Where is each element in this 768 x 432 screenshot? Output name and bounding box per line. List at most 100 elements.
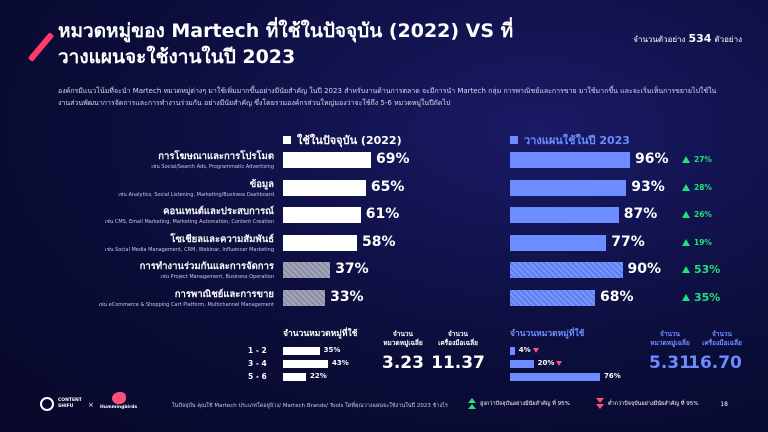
- value-label-current: 58%: [361, 233, 396, 250]
- page-title: หมวดหมู่ของ Martech ที่ใช้ในปัจจุบัน (20…: [58, 20, 514, 68]
- count-group-label: 3 - 4: [248, 359, 267, 368]
- value-label-planned: 68%: [600, 288, 634, 305]
- count-bar-current: [283, 347, 320, 355]
- category-label: การพาณิชย์และการขาย เช่น eCommerce & Shop…: [44, 289, 274, 309]
- count-value-planned: 4%: [519, 346, 539, 354]
- value-label-planned: 90%: [627, 261, 662, 277]
- series-header-current: ใช้ในปัจจุบัน (2022): [283, 131, 402, 149]
- count-value-planned: 20%: [538, 359, 563, 367]
- down-arrow-icon: [556, 360, 563, 366]
- value-label-current: 65%: [370, 178, 405, 195]
- up-arrow-icon: [682, 293, 690, 301]
- delta-badge: 26%: [682, 210, 712, 219]
- bar-current: [283, 207, 361, 223]
- value-label-planned: 77%: [611, 233, 645, 250]
- count-bar-planned: [510, 360, 534, 368]
- up-arrow-icon: [682, 211, 690, 218]
- counts-title-current: จำนวนหมวดหมู่ที่ใช้: [283, 329, 358, 339]
- legend-swatch-current: [283, 136, 291, 144]
- category-examples: เช่น CMS, Email Marketing, Marketing Aut…: [104, 219, 274, 225]
- bar-planned: [510, 289, 595, 306]
- bar-planned: [510, 262, 623, 278]
- bar-current: [283, 234, 357, 251]
- down-arrow-icon: [532, 347, 539, 353]
- count-value-planned: 76%: [604, 372, 621, 380]
- delta-badge: 27%: [682, 155, 712, 164]
- up-arrow-icon: [682, 183, 690, 191]
- delta-badge: 28%: [682, 183, 712, 192]
- hummingbird-icon: [111, 392, 126, 404]
- avg-tools-planned: 16.70: [688, 353, 742, 373]
- series-name-planned: วางแผนใช้ในปี 2023: [524, 134, 630, 147]
- up-arrow-icon: [682, 156, 690, 163]
- category-label: คอนเทนต์และประสบการณ์เช่น CMS, Email Mar…: [44, 206, 274, 226]
- avg-categories-label-current: จำนวน หมวดหมู่เฉลี่ย: [383, 330, 423, 347]
- category-examples: เช่น eCommerce & Shopping Cart Platform,…: [98, 301, 274, 308]
- value-label-current: 69%: [376, 151, 410, 167]
- category-label: การโฆษณาและการโปรโมตเช่น Social/Search A…: [44, 151, 274, 171]
- value-label-current: 61%: [365, 206, 400, 222]
- category-name: การโฆษณาและการโปรโมต: [158, 151, 274, 162]
- delta-badge: 19%: [682, 238, 712, 247]
- counts-title-planned: จำนวนหมวดหมู่ที่ใช้: [510, 329, 585, 339]
- avg-categories-current: 3.23: [382, 353, 424, 373]
- delta-badge: 53%: [682, 263, 720, 276]
- value-label-planned: 93%: [631, 178, 665, 195]
- sample-prefix: จำนวนตัวอย่าง: [633, 35, 686, 44]
- count-bar-planned: [510, 347, 515, 355]
- content-shifu-logo: CONTENT SHIFU: [40, 397, 82, 411]
- category-name: คอนเทนต์และประสบการณ์: [163, 206, 274, 217]
- legend-down: ต่ำกว่าปัจจุบันอย่างมีนัยสำคัญ ที่ 95%: [596, 398, 698, 409]
- bar-planned: [510, 179, 627, 196]
- category-examples: เช่น Project Management, Business Operat…: [160, 274, 274, 280]
- logo-separator: ×: [88, 401, 94, 409]
- count-bar-current: [283, 360, 328, 368]
- count-value-current: 43%: [332, 359, 349, 367]
- hummingbirds-logo: Hummingbirds: [100, 392, 137, 411]
- footer-note: ในปัจจุบัน คุณใช้ Martech ประเภทใดอยู่บ้…: [172, 403, 448, 409]
- description: องค์กรมีแนวโน้มที่จะนำ Martech หมวดหมู่ต…: [58, 87, 717, 107]
- delta-value: 27%: [694, 155, 712, 164]
- category-name: ข้อมูล: [249, 178, 274, 190]
- bar-current: [283, 179, 366, 196]
- count-value-current: 22%: [310, 372, 327, 380]
- series-name-current: ใช้ในปัจจุบัน (2022): [297, 134, 402, 147]
- double-down-arrow-icon: [596, 398, 604, 409]
- value-label-current: 33%: [330, 288, 364, 305]
- avg-categories-label-planned: จำนวน หมวดหมู่เฉลี่ย: [650, 330, 690, 347]
- avg-tools-label-planned: จำนวน เครื่องมือเฉลี่ย: [702, 330, 742, 347]
- bar-planned: [510, 234, 607, 251]
- bar-current: [283, 152, 371, 168]
- up-arrow-icon: [682, 238, 690, 246]
- avg-tools-current: 11.37: [431, 353, 485, 373]
- legend-swatch-planned: [510, 136, 518, 144]
- up-arrow-icon: [682, 266, 690, 273]
- delta-value: 28%: [694, 182, 712, 192]
- count-value-current: 35%: [323, 346, 341, 354]
- category-examples: เช่น Social Media Management, CRM, Webin…: [104, 246, 274, 253]
- category-examples: เช่น Analytics, Social Listening, Market…: [118, 191, 274, 198]
- sample-size: จำนวนตัวอย่าง 534 ตัวอย่าง: [633, 32, 742, 46]
- bar-current: [283, 289, 326, 306]
- avg-categories-planned: 5.31: [649, 353, 691, 373]
- legend-up: สูงกว่าปัจจุบันอย่างมีนัยสำคัญ ที่ 95%: [468, 398, 570, 409]
- double-up-arrow-icon: [468, 398, 476, 409]
- category-label: ข้อมูล เช่น Analytics, Social Listening, …: [44, 179, 274, 199]
- sample-suffix: ตัวอย่าง: [714, 35, 742, 44]
- content-shifu-icon: [40, 397, 54, 411]
- bar-planned: [510, 152, 630, 168]
- value-label-planned: 87%: [623, 206, 658, 222]
- count-bar-current: [283, 373, 307, 381]
- delta-badge: 35%: [682, 291, 720, 304]
- count-group-label: 5 - 6: [248, 372, 267, 381]
- delta-value: 35%: [694, 290, 721, 304]
- category-examples: เช่น Social/Search Ads, Programmatic Adv…: [151, 164, 274, 170]
- category-name: การพาณิชย์และการขาย: [174, 288, 274, 300]
- category-name: การทำงานร่วมกันและการจัดการ: [139, 261, 274, 272]
- accent-slash: [27, 32, 55, 62]
- bar-planned: [510, 207, 619, 223]
- series-header-planned: วางแผนใช้ในปี 2023: [510, 131, 630, 149]
- count-group-label: 1 - 2: [248, 346, 267, 355]
- delta-value: 26%: [694, 210, 712, 219]
- value-label-planned: 96%: [635, 151, 669, 167]
